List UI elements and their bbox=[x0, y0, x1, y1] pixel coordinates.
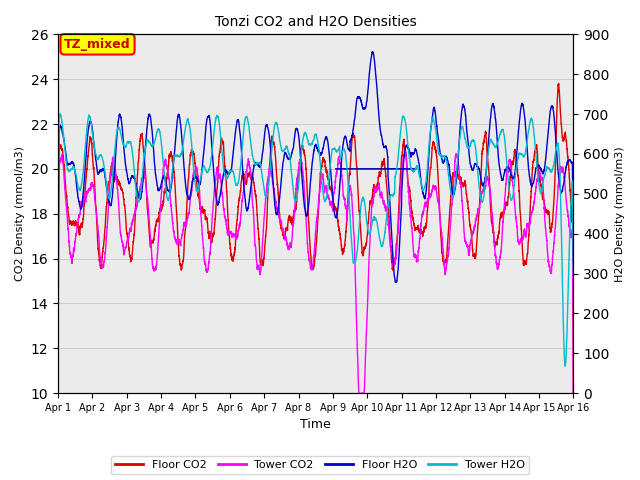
Text: TZ_mixed: TZ_mixed bbox=[64, 38, 131, 51]
X-axis label: Time: Time bbox=[300, 419, 331, 432]
Y-axis label: H2O Density (mmol/m3): H2O Density (mmol/m3) bbox=[615, 146, 625, 282]
Title: Tonzi CO2 and H2O Densities: Tonzi CO2 and H2O Densities bbox=[215, 15, 417, 29]
Y-axis label: CO2 Density (mmol/m3): CO2 Density (mmol/m3) bbox=[15, 146, 25, 281]
Legend: Floor CO2, Tower CO2, Floor H2O, Tower H2O: Floor CO2, Tower CO2, Floor H2O, Tower H… bbox=[111, 456, 529, 474]
